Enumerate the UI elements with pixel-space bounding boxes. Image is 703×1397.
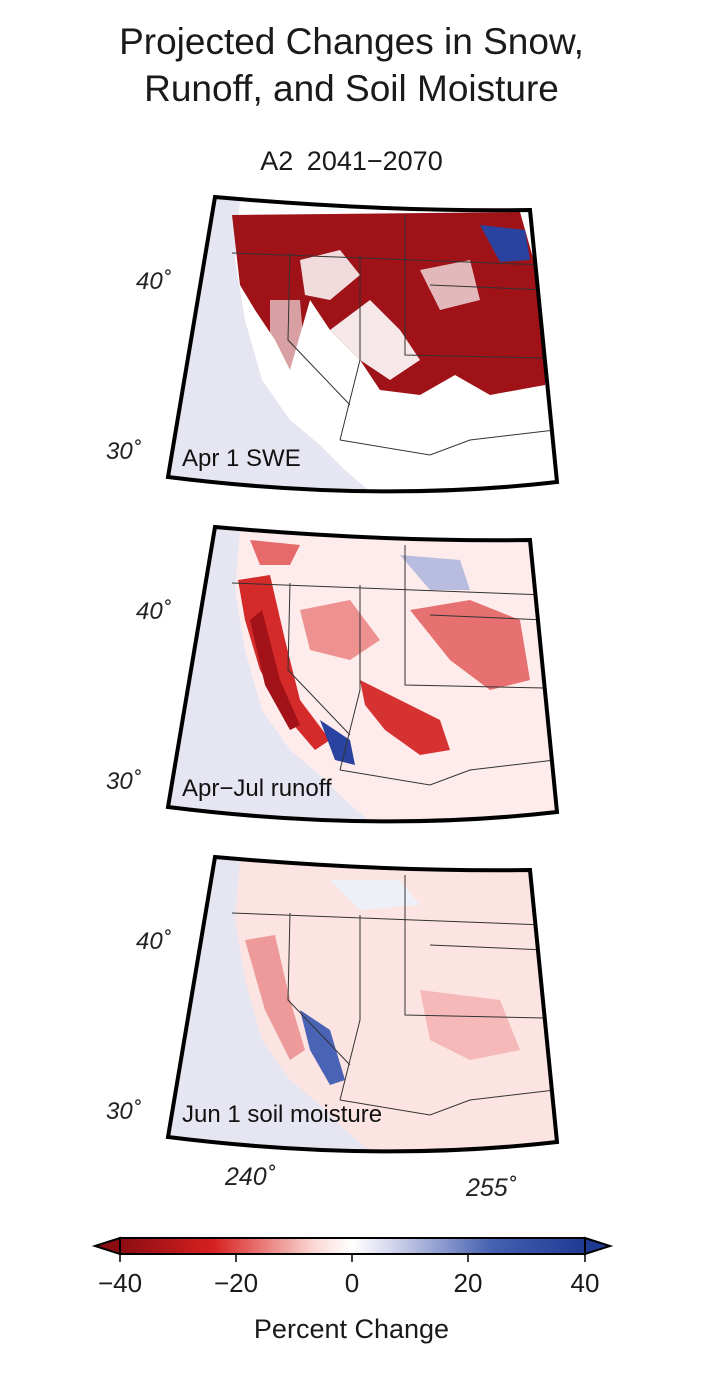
panel3-lat-30: 30˚	[106, 1098, 141, 1125]
panel1-lat-30: 30˚	[106, 438, 141, 465]
panel-soil-map	[168, 857, 557, 1152]
panel-swe-map	[168, 197, 557, 492]
colorbar-tick-40: 40	[570, 1268, 600, 1298]
figure-title-line2: Runoff, and Soil Moisture	[144, 68, 559, 109]
colorbar-tick-neg40: −40	[97, 1268, 143, 1298]
panel1-lat-40: 40˚	[136, 268, 171, 295]
panel-soil-frame	[165, 854, 560, 1154]
colorbar-title: Percent Change	[253, 1314, 450, 1344]
colorbar-tick-0: 0	[344, 1268, 360, 1298]
panel3-label: Jun 1 soil moisture	[182, 1101, 383, 1128]
figure-title-line1: Projected Changes in Snow,	[119, 21, 584, 62]
colorbar	[91, 1236, 614, 1262]
panel2-lat-40: 40˚	[136, 598, 171, 625]
colorbar-tick-neg20: −20	[213, 1268, 259, 1298]
colorbar-tick-20: 20	[453, 1268, 483, 1298]
panel1-label: Apr 1 SWE	[182, 445, 301, 472]
panel3-lat-40: 40˚	[136, 928, 171, 955]
panel2-lat-30: 30˚	[106, 768, 141, 795]
lon-label-240: 240˚	[225, 1163, 276, 1191]
panel-runoff-map	[168, 527, 557, 822]
panel-runoff-frame	[165, 524, 560, 824]
panel2-label: Apr−Jul runoff	[182, 775, 332, 802]
panel-swe-frame	[165, 194, 560, 494]
lon-label-255: 255˚	[466, 1174, 517, 1202]
figure-subtitle: A2 2041−2070	[260, 146, 443, 176]
